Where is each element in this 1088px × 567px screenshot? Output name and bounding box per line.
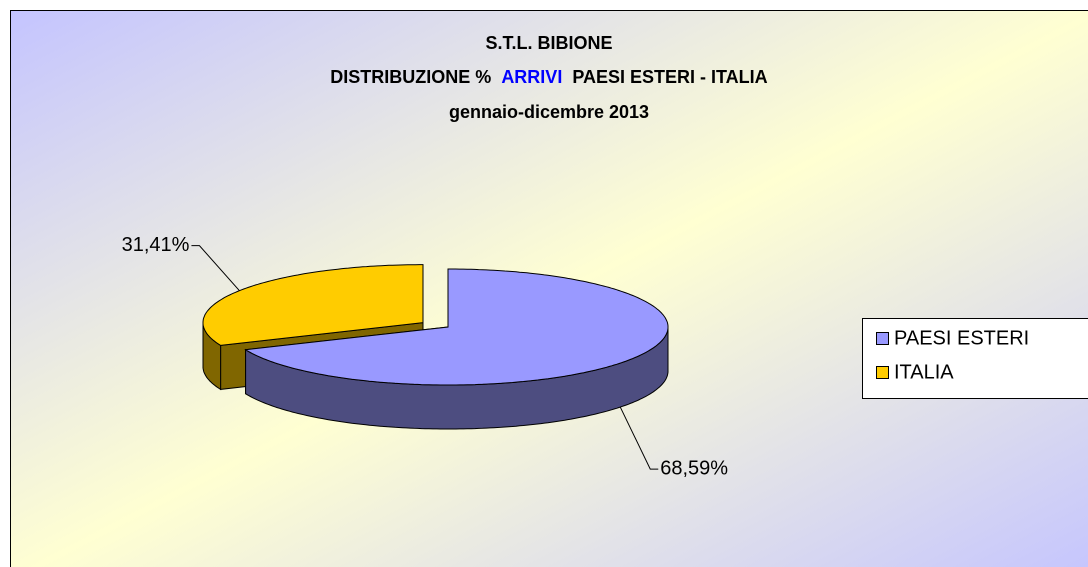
subtitle-part: DISTRIBUZIONE % xyxy=(330,67,491,87)
data-label: 31,41% xyxy=(122,234,190,256)
slice xyxy=(202,264,424,346)
data-label: 68,59% xyxy=(660,457,728,479)
chart-subtitle: DISTRIBUZIONE % ARRIVI PAESI ESTERI - ITAL… xyxy=(330,67,767,87)
slice xyxy=(244,268,669,386)
legend-items: PAESI ESTERI ITALIA xyxy=(876,327,1029,383)
leader-line xyxy=(191,245,240,291)
legend-label: ITALIA xyxy=(894,361,954,383)
leader-line xyxy=(619,406,659,470)
legend-label: PAESI ESTERI xyxy=(894,327,1029,349)
legend xyxy=(862,318,1088,399)
chart-period: gennaio-dicembre 2013 xyxy=(449,102,649,122)
legend-swatch xyxy=(876,332,889,345)
legend-swatch xyxy=(876,366,889,379)
subtitle-part: PAESI ESTERI - ITALIA xyxy=(572,67,767,87)
subtitle-part: ARRIVI xyxy=(501,67,562,87)
pie: 68,59% 31,41% xyxy=(122,234,729,479)
chart-title: S.T.L. BIBIONE xyxy=(485,33,612,53)
